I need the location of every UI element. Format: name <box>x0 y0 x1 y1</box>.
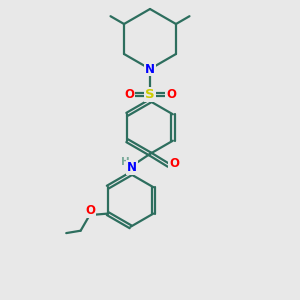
Text: H: H <box>121 157 130 167</box>
Text: O: O <box>124 88 134 101</box>
Text: O: O <box>169 157 179 170</box>
Text: N: N <box>145 62 155 76</box>
Text: S: S <box>145 88 155 101</box>
Text: O: O <box>166 88 176 101</box>
Text: N: N <box>127 161 137 174</box>
Text: O: O <box>85 204 95 217</box>
